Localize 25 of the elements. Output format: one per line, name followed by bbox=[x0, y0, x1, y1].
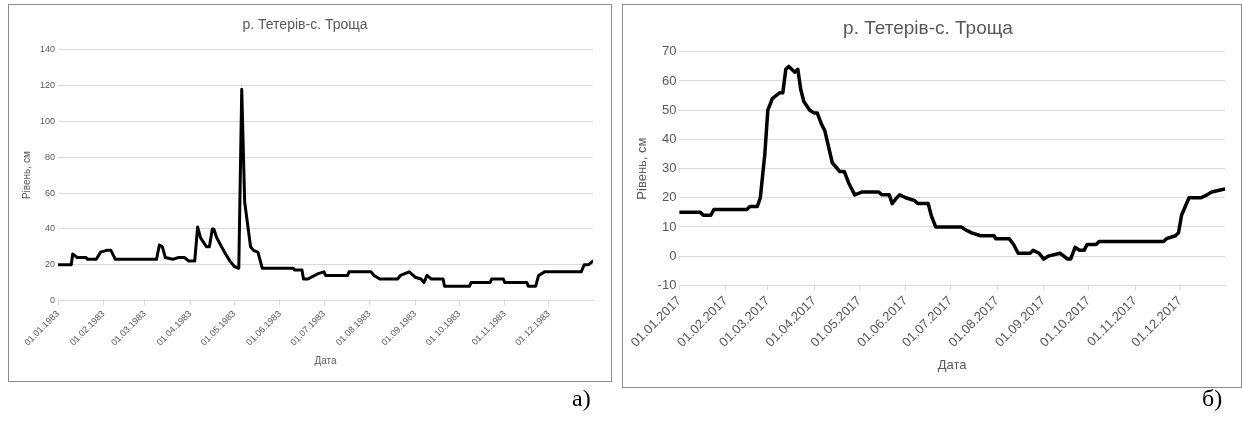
y-tick-label: 120 bbox=[39, 80, 56, 91]
chart-title: р. Тетерів-с. Троща bbox=[843, 16, 1014, 38]
y-tick-label: 0 bbox=[50, 295, 56, 305]
y-tick-label: 40 bbox=[661, 130, 677, 146]
y-axis-title: Рівень, см bbox=[634, 137, 650, 200]
text: б) bbox=[1202, 385, 1223, 412]
y-tick-label: 20 bbox=[45, 259, 56, 270]
y-axis-title: Рівень, см bbox=[20, 151, 32, 200]
x-axis-title: Дата bbox=[314, 354, 338, 366]
y-tick-label: 70 bbox=[661, 43, 677, 59]
y-tick-label: 0 bbox=[669, 247, 677, 263]
y-tick-label: 60 bbox=[45, 187, 56, 198]
x-axis-title: Дата bbox=[937, 356, 968, 372]
y-tick-label: 140 bbox=[39, 44, 56, 55]
y-tick-label: 100 bbox=[39, 115, 56, 126]
y-tick-label: 80 bbox=[45, 151, 56, 162]
y-tick-label: 10 bbox=[661, 218, 677, 234]
y-tick-label: 30 bbox=[661, 160, 677, 176]
y-tick-label: -10 bbox=[657, 276, 677, 292]
y-tick-label: 20 bbox=[661, 189, 677, 205]
text: а) bbox=[572, 385, 591, 412]
y-tick-label: 60 bbox=[661, 72, 677, 88]
y-tick-label: 40 bbox=[45, 223, 56, 234]
chart-title: р. Тетерів-с. Троща bbox=[242, 16, 368, 33]
y-tick-label: 50 bbox=[661, 101, 677, 117]
